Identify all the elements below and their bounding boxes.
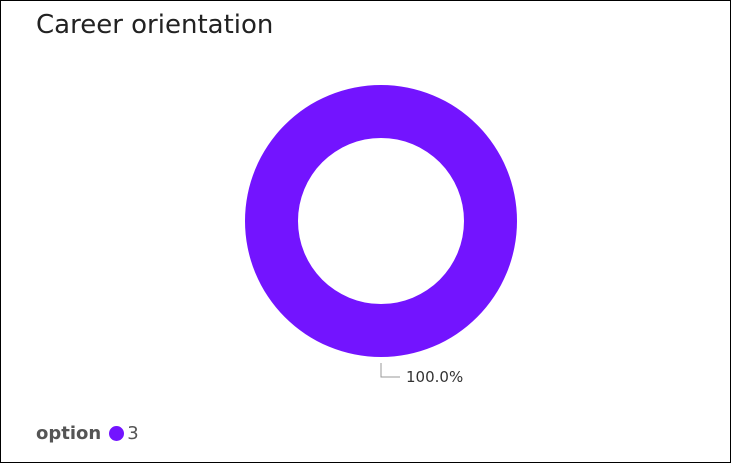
data-label-leader-line (380, 363, 400, 378)
chart-title: Career orientation (36, 10, 274, 40)
legend-title: option (36, 422, 102, 444)
data-label-0: 100.0% (406, 368, 463, 386)
legend-marker (109, 425, 125, 441)
legend: option 3 (36, 421, 139, 445)
donut-slice-0[interactable] (245, 85, 517, 357)
legend-item[interactable]: 3 (109, 422, 139, 444)
legend-label: 3 (127, 422, 139, 444)
